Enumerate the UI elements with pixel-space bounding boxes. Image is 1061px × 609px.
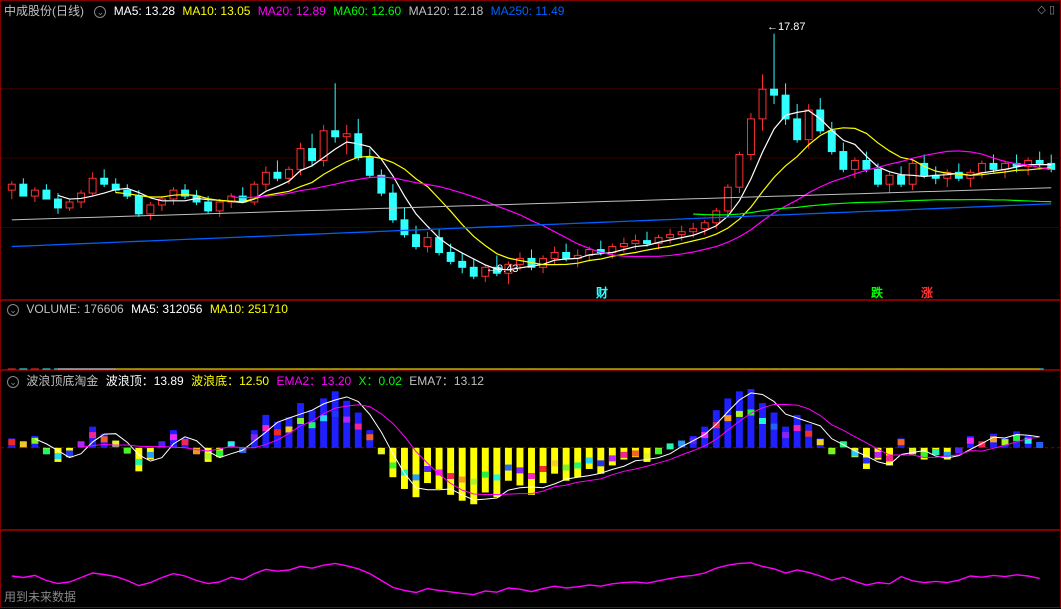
- high-annot: ←17.87: [767, 21, 806, 33]
- wave-chart[interactable]: [1, 371, 1061, 531]
- wave-f3: EMA2：13.20: [276, 374, 351, 388]
- vol-ma10: MA10: 251710: [210, 302, 288, 316]
- price-tag: 财: [596, 284, 608, 301]
- footer-text: 用到未来数据: [4, 588, 76, 605]
- wave-f4: X：0.02: [359, 374, 402, 388]
- toggle-icon[interactable]: ⌄: [94, 6, 106, 18]
- volume-header: ⌄ VOLUME: 176606 MA5: 312056 MA10: 25171…: [4, 302, 292, 316]
- toggle-icon[interactable]: ⌄: [7, 376, 19, 388]
- ma120-label: MA120: 12.18: [409, 4, 484, 18]
- lower-panel: 用到未来数据: [0, 530, 1061, 608]
- ma10-label: MA10: 13.05: [182, 4, 250, 18]
- ma250-label: MA250: 11.49: [491, 4, 565, 18]
- vol-label: VOLUME: 176606: [26, 302, 123, 316]
- price-panel: 中成股份(日线) ⌄ MA5: 13.28 MA10: 13.05 MA20: …: [0, 0, 1061, 300]
- stock-name: 中成股份(日线): [4, 4, 84, 18]
- ma20-label: MA20: 12.89: [258, 4, 326, 18]
- wave-header: ⌄ 波浪顶底淘金 波浪顶：13.89 波浪底：12.50 EMA2：13.20 …: [4, 372, 488, 389]
- wave-panel: ⌄ 波浪顶底淘金 波浪顶：13.89 波浪底：12.50 EMA2：13.20 …: [0, 370, 1061, 530]
- toggle-icon[interactable]: ⌄: [7, 304, 19, 316]
- low-annot: ←9.43: [486, 263, 518, 275]
- wave-f2: 波浪底：12.50: [191, 374, 269, 388]
- wave-name: 波浪顶底淘金: [26, 374, 98, 388]
- price-tag: 跌: [871, 284, 883, 301]
- volume-panel: ⌄ VOLUME: 176606 MA5: 312056 MA10: 25171…: [0, 300, 1061, 370]
- lower-chart[interactable]: [1, 531, 1061, 609]
- ma60-label: MA60: 12.60: [333, 4, 401, 18]
- price-tag: 涨: [921, 284, 933, 301]
- price-chart[interactable]: [1, 1, 1061, 301]
- ma5-label: MA5: 13.28: [114, 4, 175, 18]
- wave-f5: EMA7：13.12: [409, 374, 484, 388]
- price-header: 中成股份(日线) ⌄ MA5: 13.28 MA10: 13.05 MA20: …: [4, 2, 568, 19]
- wave-f1: 波浪顶：13.89: [106, 374, 184, 388]
- vol-ma5: MA5: 312056: [131, 302, 202, 316]
